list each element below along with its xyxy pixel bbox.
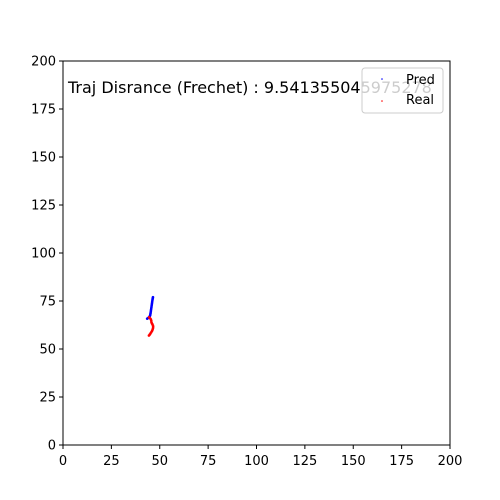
y-tick-label: 0 [48,439,56,454]
plot-area [63,61,450,445]
series-layer [145,295,155,337]
legend: Pred Real [361,67,444,114]
legend-marker-pred [381,78,383,80]
x-axis-ticks: 0 25 50 75 100 125 150 175 200 [59,445,463,469]
legend-label-pred: Pred [406,73,435,88]
y-tick-label: 50 [39,343,56,358]
legend-marker-real [381,100,383,102]
y-tick-label: 100 [31,247,56,262]
y-tick-label: 200 [31,55,56,70]
y-tick-label: 125 [31,199,56,214]
data-point-real [147,334,151,337]
x-tick-label: 200 [438,454,463,469]
y-tick-label: 175 [31,103,56,118]
series-pred [145,295,155,320]
data-point-pred [145,317,149,320]
x-tick-label: 100 [244,454,269,469]
y-axis-ticks: 0 25 50 75 100 125 150 175 200 [31,55,63,454]
series-real [147,316,155,337]
y-tick-label: 150 [31,151,56,166]
x-tick-label: 0 [59,454,67,469]
x-tick-label: 25 [103,454,120,469]
x-tick-label: 150 [341,454,366,469]
chart-annotation: Traj Disrance (Frechet) : 9.541355045975… [67,78,432,97]
x-tick-label: 75 [200,454,217,469]
x-tick-label: 125 [292,454,317,469]
x-tick-label: 175 [389,454,414,469]
y-tick-label: 25 [39,391,56,406]
x-tick-label: 50 [151,454,168,469]
legend-label-real: Real [406,93,434,108]
plot-frame [62,60,451,446]
y-tick-label: 75 [39,295,56,310]
